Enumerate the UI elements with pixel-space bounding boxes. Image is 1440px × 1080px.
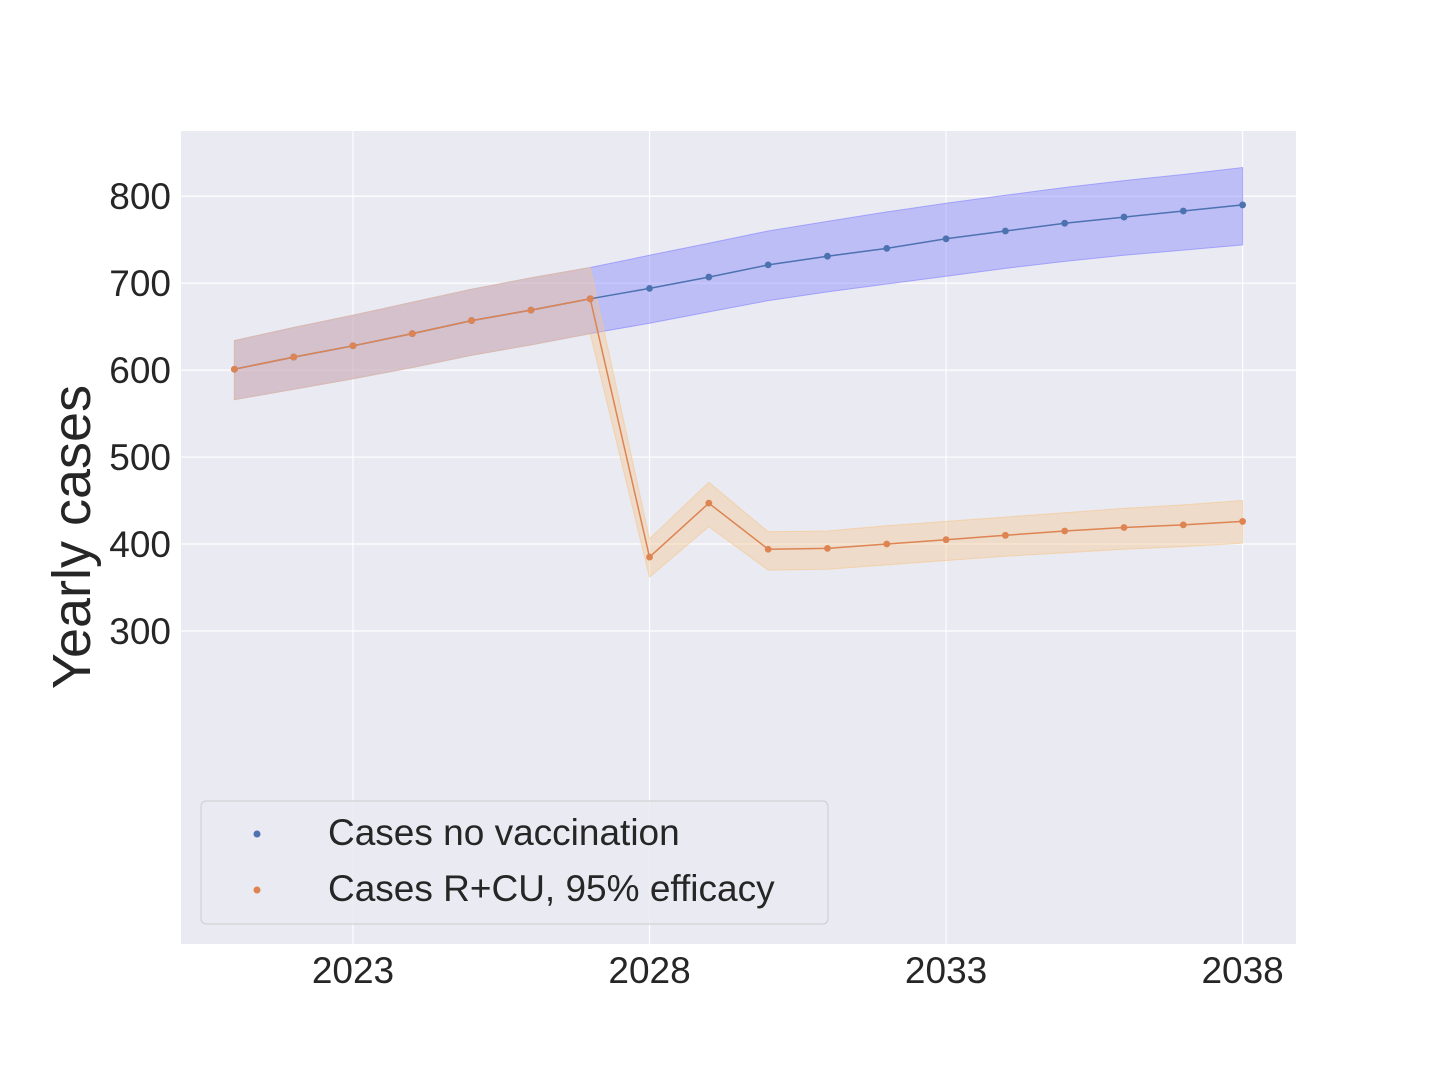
point-rcu-vaccination-2027 — [586, 295, 594, 303]
point-no-vaccination-2028 — [646, 284, 653, 292]
point-no-vaccination-2032 — [883, 244, 891, 252]
legend-marker-no-vaccination — [253, 830, 261, 838]
legend-label-rcu-vaccination: Cases R+CU, 95% efficacy — [328, 868, 775, 909]
x-tick-label-2033: 2033 — [905, 950, 987, 991]
x-tick-label-2023: 2023 — [312, 950, 394, 991]
point-no-vaccination-2036 — [1120, 213, 1128, 221]
point-no-vaccination-2029 — [705, 273, 713, 281]
point-no-vaccination-2038 — [1239, 201, 1247, 209]
x-tick-label-2028: 2028 — [608, 950, 690, 991]
point-rcu-vaccination-2028 — [646, 553, 653, 561]
point-rcu-vaccination-2036 — [1120, 524, 1128, 531]
confidence-bands — [233, 166, 1244, 579]
point-no-vaccination-2031 — [824, 252, 831, 260]
point-rcu-vaccination-2029 — [705, 499, 713, 507]
point-rcu-vaccination-2023 — [349, 342, 357, 350]
point-rcu-vaccination-2025 — [468, 317, 476, 324]
band-rcu-vaccination — [233, 266, 1244, 579]
point-rcu-vaccination-2031 — [824, 544, 831, 552]
point-no-vaccination-2037 — [1179, 207, 1187, 215]
y-tick-label-300: 300 — [109, 611, 171, 652]
point-rcu-vaccination-2024 — [408, 330, 416, 337]
point-rcu-vaccination-2022 — [290, 353, 298, 361]
point-rcu-vaccination-2026 — [527, 306, 535, 314]
point-no-vaccination-2033 — [942, 235, 950, 243]
series-lines — [234, 204, 1243, 559]
y-tick-label-500: 500 — [109, 437, 171, 478]
point-rcu-vaccination-2021 — [230, 365, 238, 373]
y-tick-label-700: 700 — [109, 263, 171, 304]
y-axis-ticks: 300 400 500 600 700 800 — [109, 176, 171, 652]
point-rcu-vaccination-2038 — [1239, 518, 1247, 525]
point-no-vaccination-2030 — [764, 261, 772, 269]
legend-box — [200, 800, 829, 925]
legend-marker-rcu-vaccination — [253, 886, 261, 894]
y-tick-label-800: 800 — [109, 176, 171, 217]
point-no-vaccination-2034 — [1001, 227, 1009, 235]
legend: Cases no vaccination Cases R+CU, 95% eff… — [200, 800, 829, 925]
point-rcu-vaccination-2035 — [1061, 527, 1069, 535]
line-rcu-vaccination — [234, 297, 1243, 559]
point-no-vaccination-2035 — [1061, 219, 1069, 227]
legend-label-no-vaccination: Cases no vaccination — [328, 812, 680, 853]
point-rcu-vaccination-2037 — [1179, 521, 1187, 529]
point-rcu-vaccination-2033 — [942, 536, 950, 544]
y-axis-label: Yearly cases — [42, 385, 102, 689]
series-points — [230, 201, 1247, 561]
x-axis-ticks: 2023 2028 2033 2038 — [312, 950, 1284, 991]
point-rcu-vaccination-2030 — [764, 545, 772, 553]
point-rcu-vaccination-2034 — [1001, 531, 1009, 539]
point-rcu-vaccination-2032 — [883, 540, 891, 548]
y-tick-label-400: 400 — [109, 524, 171, 565]
y-tick-label-600: 600 — [109, 350, 171, 391]
x-tick-label-2038: 2038 — [1201, 950, 1283, 991]
